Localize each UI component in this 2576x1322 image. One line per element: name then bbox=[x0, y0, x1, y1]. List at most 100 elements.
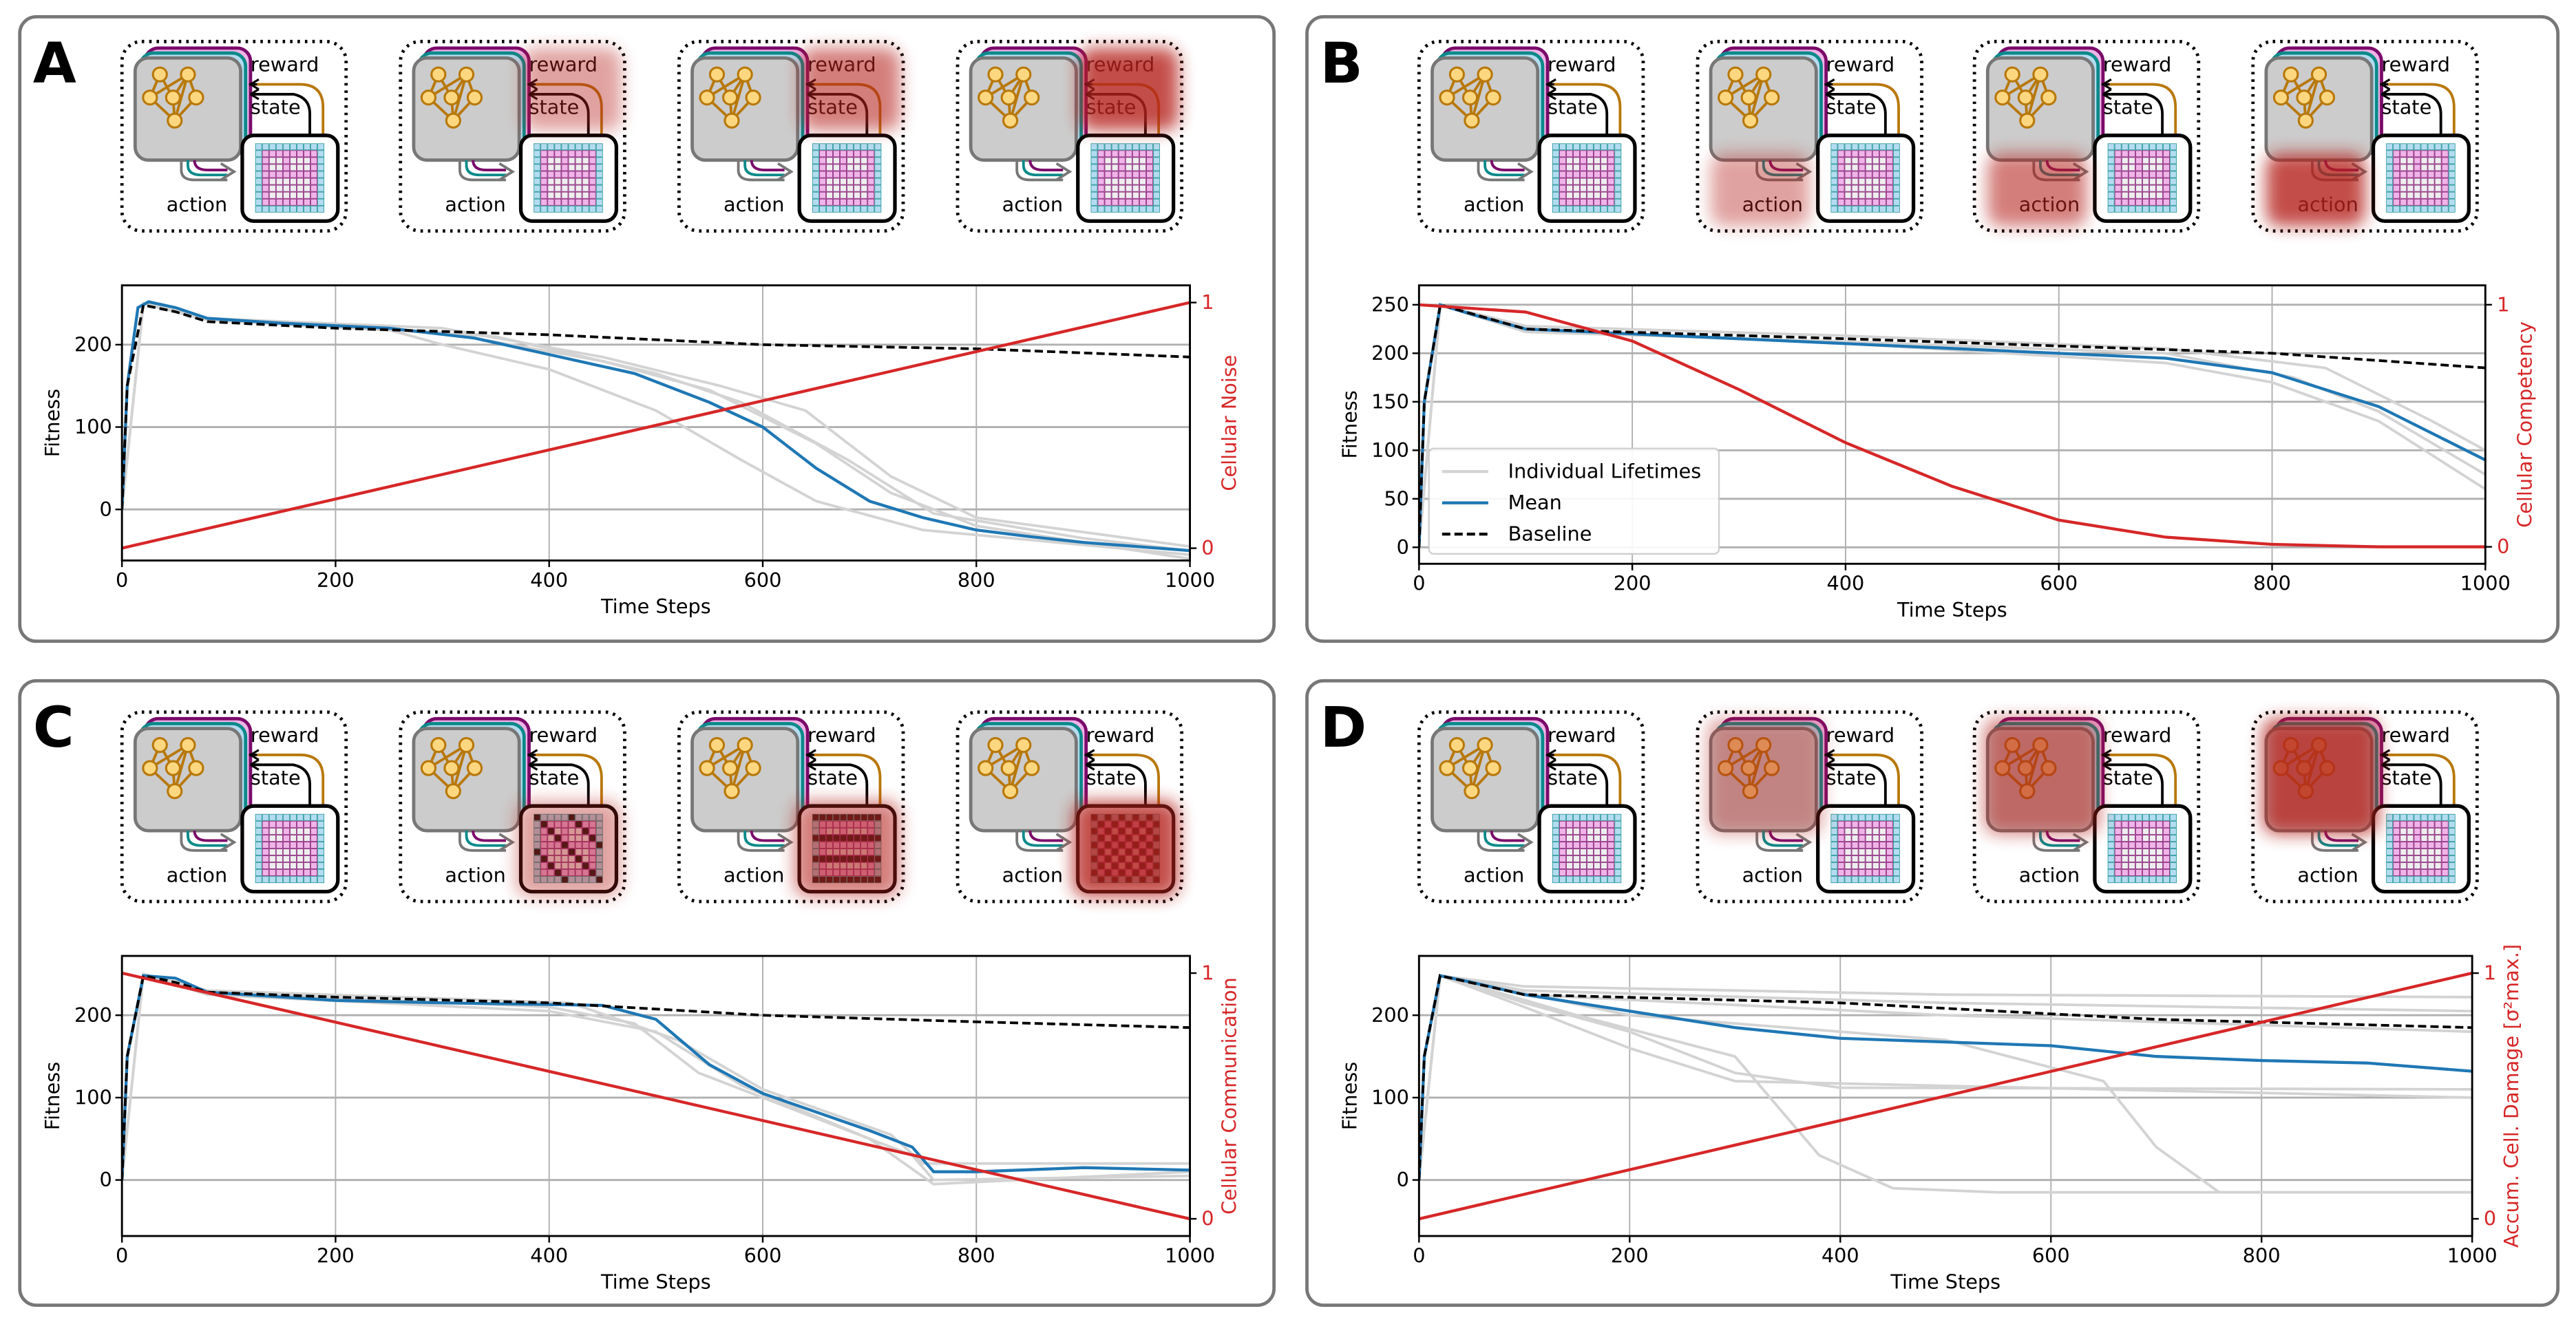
schematic-frame bbox=[1972, 710, 2201, 904]
network-node bbox=[1755, 66, 1772, 83]
grid-cell bbox=[2427, 849, 2435, 855]
grid-cell bbox=[2427, 184, 2435, 192]
grid-cell bbox=[1125, 205, 1132, 213]
grid-cell bbox=[1601, 143, 1608, 151]
grid-cell bbox=[2170, 184, 2177, 192]
grid-cell bbox=[2414, 876, 2421, 884]
network-node bbox=[2296, 89, 2312, 106]
grid-cell bbox=[2121, 855, 2129, 862]
grid-cell bbox=[2156, 834, 2163, 842]
grid-cell bbox=[1830, 855, 1838, 862]
grid-cell bbox=[297, 813, 304, 821]
grid-cell bbox=[1104, 157, 1112, 164]
grid-cell bbox=[547, 205, 555, 213]
grid-cell bbox=[1844, 198, 1852, 206]
grid-cell bbox=[2128, 813, 2135, 821]
grid-cell bbox=[1111, 157, 1119, 164]
grid-cell bbox=[2135, 842, 2142, 849]
grid-cell bbox=[2427, 862, 2435, 869]
grid-cell bbox=[1865, 834, 1872, 842]
action-arrow bbox=[1022, 831, 1064, 847]
grid-cell bbox=[854, 143, 861, 151]
grid-cell bbox=[840, 150, 847, 158]
grid-cell bbox=[2448, 171, 2456, 178]
grid-cell bbox=[1552, 178, 1559, 185]
grid-cell bbox=[1830, 171, 1838, 178]
grid-cell bbox=[255, 876, 262, 884]
grid-cell bbox=[310, 198, 317, 206]
grid-cell bbox=[2142, 191, 2149, 199]
grid-cell bbox=[2441, 842, 2449, 849]
grid-cell bbox=[1111, 171, 1119, 178]
grid-cell bbox=[1090, 171, 1098, 178]
grid-cell bbox=[1153, 198, 1160, 206]
grid-cell bbox=[1573, 813, 1580, 821]
individual-lifetime-line bbox=[122, 301, 1190, 560]
grid-cell bbox=[2114, 191, 2122, 199]
grid-cell bbox=[561, 171, 569, 178]
state-label: state bbox=[2103, 766, 2153, 789]
reward-arrow bbox=[2381, 754, 2456, 808]
grid-cell bbox=[2400, 813, 2407, 821]
plot-frame bbox=[1417, 284, 2487, 565]
grid-cell bbox=[2448, 820, 2456, 828]
network-edge bbox=[1009, 745, 1025, 792]
panel-frame bbox=[1305, 15, 2560, 643]
grid-cell bbox=[2448, 813, 2456, 821]
grid-cell bbox=[282, 862, 290, 869]
action-arrow bbox=[2032, 831, 2080, 852]
grid-cell bbox=[874, 157, 882, 164]
grid-cell bbox=[2393, 191, 2400, 199]
action-arrow bbox=[1490, 830, 1525, 842]
grid-cell bbox=[582, 198, 589, 206]
grid-cell bbox=[1601, 205, 1608, 213]
grid-cell bbox=[2441, 869, 2449, 877]
grid-cell bbox=[317, 198, 325, 206]
grid-cell bbox=[268, 855, 276, 862]
grid-cell bbox=[568, 178, 576, 185]
grid-cell bbox=[2441, 834, 2449, 842]
grid-cell bbox=[2142, 842, 2149, 849]
grid-cell bbox=[2128, 820, 2135, 828]
grid-cell bbox=[595, 205, 603, 213]
grid-cell bbox=[2427, 813, 2435, 821]
panel-frame bbox=[18, 15, 1276, 643]
action-label: action bbox=[724, 863, 784, 886]
grid-cell bbox=[1607, 164, 1615, 171]
grid-cell bbox=[2434, 862, 2442, 869]
grid-cell bbox=[2128, 164, 2135, 171]
action-arrow bbox=[750, 830, 785, 842]
grid-cell bbox=[2441, 171, 2449, 178]
grid-cell bbox=[2121, 849, 2129, 855]
grid-cell bbox=[2128, 855, 2135, 862]
y-axis-label: Fitness bbox=[1338, 1062, 1361, 1130]
grid-cell bbox=[1892, 143, 1900, 151]
grid-cell bbox=[2114, 184, 2122, 192]
grid-cell bbox=[1594, 813, 1601, 821]
grid-cell bbox=[1153, 157, 1160, 164]
mean-line bbox=[1419, 974, 2473, 1180]
grid-cell bbox=[1601, 834, 1608, 842]
grid-cell bbox=[2142, 827, 2149, 835]
plot-frame bbox=[120, 284, 1191, 562]
grid-cell bbox=[1830, 849, 1838, 855]
grid-cell bbox=[1111, 143, 1119, 151]
grid-cell bbox=[833, 143, 840, 151]
perturbation-overlay bbox=[516, 800, 622, 897]
grid-cell bbox=[2414, 184, 2421, 192]
network-node bbox=[1485, 89, 1501, 106]
grid-cell bbox=[297, 862, 304, 869]
action-arrow bbox=[180, 831, 228, 852]
grid-cell bbox=[2163, 820, 2170, 828]
x-tick-label: 200 bbox=[317, 568, 355, 592]
grid-cell bbox=[1587, 150, 1594, 158]
grid-cell bbox=[317, 184, 325, 192]
perturbation-overlay bbox=[1079, 47, 1179, 131]
grid-cell bbox=[1886, 164, 1893, 171]
grid-cell bbox=[2149, 820, 2156, 828]
grid-cell bbox=[2407, 834, 2414, 842]
action-arrow bbox=[1028, 160, 1064, 171]
grid-cell bbox=[1872, 855, 1879, 862]
grid-cell bbox=[1580, 143, 1587, 151]
